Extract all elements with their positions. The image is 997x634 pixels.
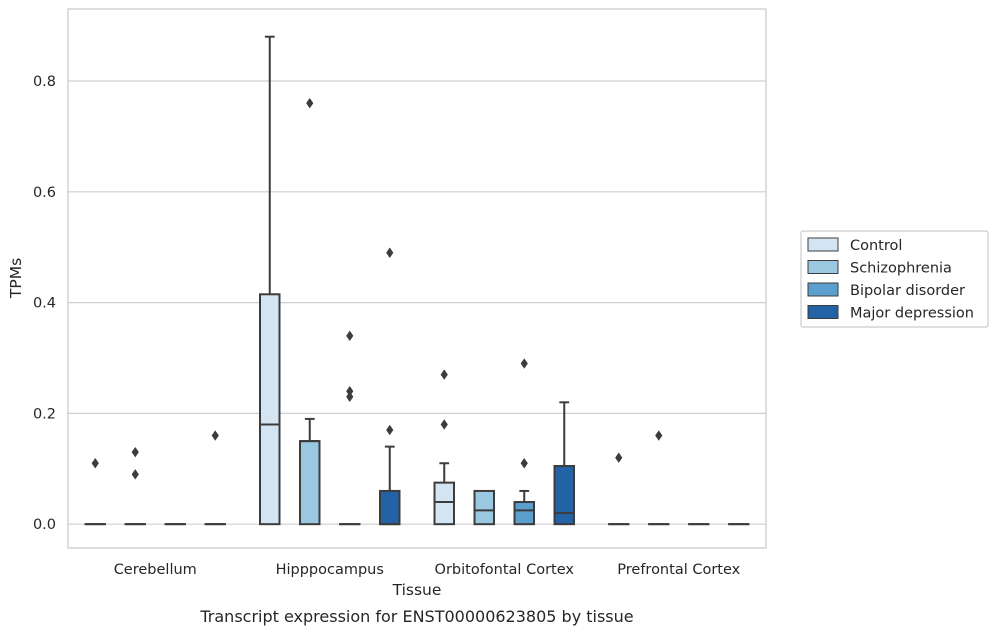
x-tick-label: Orbitofontal Cortex: [435, 562, 575, 578]
outlier-point: [91, 458, 99, 469]
x-axis-ticks: Cerebellum Hipppocampus Orbitofontal Corte…: [114, 562, 741, 578]
box-body: [259, 293, 281, 526]
outlier-point: [131, 446, 139, 458]
box-body: [473, 489, 495, 526]
legend-frame: [800, 230, 989, 328]
outlier-point: [346, 386, 354, 397]
box-orbitofontal-cortex-bipolar-disorder: [513, 358, 535, 526]
outlier-point: [346, 391, 354, 402]
plot-area-frame: [67, 8, 767, 549]
box-orbitofontal-cortex-control: [433, 369, 455, 526]
y-tick-label: 0.6: [33, 185, 56, 201]
legend: Control Schizophrenia Bipolar disorder Majo…: [800, 230, 989, 328]
outlier-point: [386, 247, 394, 258]
box-cerebellum-major-depression: [204, 430, 226, 526]
x-tick-label: Prefrontal Cortex: [617, 562, 740, 578]
chart-caption: Transcript expression for ENST0000062380…: [199, 607, 633, 626]
outlier-point: [346, 330, 354, 342]
legend-label: Control: [850, 238, 902, 254]
box-body: [513, 501, 535, 526]
box-hipppocampus-major-depression: [379, 247, 401, 526]
legend-label: Major depression: [850, 306, 974, 322]
legend-swatch: [807, 282, 839, 297]
boxes-layer: [84, 35, 750, 526]
box-cerebellum-schizophrenia: [124, 446, 146, 526]
y-axis-ticks: 0.0 0.2 0.4 0.6 0.8: [33, 74, 56, 533]
outlier-point: [306, 97, 314, 109]
outlier-point: [440, 419, 448, 430]
legend-swatch: [807, 260, 839, 274]
legend-label: Bipolar disorder: [850, 283, 965, 299]
box-body: [299, 440, 321, 526]
outlier-point: [520, 358, 528, 369]
box-hipppocampus-schizophrenia: [299, 97, 321, 526]
box-prefrontal-cortex-control: [608, 452, 630, 526]
grid-lines: [68, 80, 766, 525]
legend-swatch: [807, 237, 839, 252]
box-orbitofontal-cortex-major-depression: [553, 401, 575, 526]
box-orbitofontal-cortex-schizophrenia: [473, 489, 495, 526]
outlier-point: [520, 458, 528, 469]
y-tick-label: 0.4: [33, 296, 56, 312]
y-tick-label: 0.2: [33, 406, 56, 422]
x-axis-label: Tissue: [392, 581, 442, 599]
x-tick-label: Hipppocampus: [276, 562, 384, 578]
y-axis-label: TPMs: [7, 258, 25, 299]
outlier-point: [131, 469, 139, 480]
box-hipppocampus-control: [259, 35, 281, 526]
outlier-point: [211, 430, 219, 441]
box-body: [553, 465, 575, 526]
outlier-point: [440, 369, 448, 380]
outlier-point: [655, 430, 663, 441]
legend-swatch: [807, 305, 839, 319]
legend-label: Schizophrenia: [850, 261, 952, 277]
y-tick-label: 0.8: [33, 74, 56, 90]
outlier-point: [615, 452, 623, 463]
outlier-point: [386, 424, 394, 436]
box-body: [433, 481, 455, 526]
box-hipppocampus-bipolar-disorder: [339, 330, 361, 526]
box-body: [379, 489, 401, 526]
box-prefrontal-cortex-schizophrenia: [648, 430, 670, 526]
box-cerebellum-control: [84, 458, 106, 526]
x-tick-label: Cerebellum: [114, 562, 197, 578]
y-tick-label: 0.0: [33, 517, 56, 533]
